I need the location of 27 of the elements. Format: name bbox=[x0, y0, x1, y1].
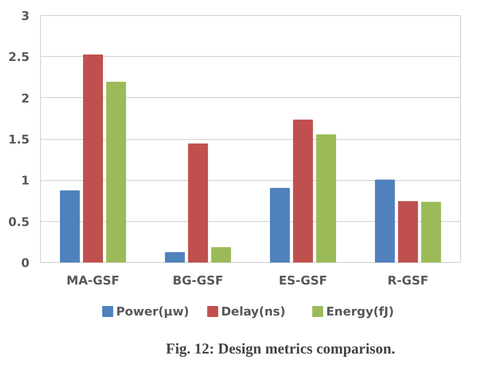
y-tick-label: 2.5 bbox=[8, 50, 30, 64]
y-tick-label: 0.5 bbox=[8, 214, 30, 229]
bar bbox=[60, 190, 80, 262]
bar bbox=[164, 252, 185, 262]
legend-label: Delay(ns) bbox=[221, 304, 286, 318]
y-tick-label: 0 bbox=[21, 256, 30, 270]
x-tick-label: R-GSF bbox=[388, 274, 428, 288]
legend-label: Energy(fJ) bbox=[326, 304, 394, 318]
bar bbox=[211, 247, 232, 262]
bar bbox=[374, 180, 395, 262]
bar bbox=[106, 82, 126, 262]
bar bbox=[398, 201, 418, 262]
y-tick-label: 1 bbox=[21, 174, 30, 188]
y-tick-label: 3 bbox=[21, 9, 30, 23]
bar bbox=[188, 143, 208, 262]
y-tick-label: 1.5 bbox=[8, 132, 30, 146]
bar bbox=[293, 120, 313, 262]
bar bbox=[316, 134, 336, 262]
caption: Fig. 12: Design metrics comparison. bbox=[166, 342, 396, 358]
x-tick-label: BG-GSF bbox=[172, 274, 224, 288]
bar bbox=[83, 54, 103, 262]
legend-label: Power(µw) bbox=[116, 304, 190, 318]
bar bbox=[421, 202, 442, 262]
x-tick-label: MA-GSF bbox=[66, 274, 120, 288]
bar bbox=[270, 188, 290, 262]
y-tick-label: 2 bbox=[21, 91, 30, 106]
x-tick-label: ES-GSF bbox=[278, 274, 328, 288]
